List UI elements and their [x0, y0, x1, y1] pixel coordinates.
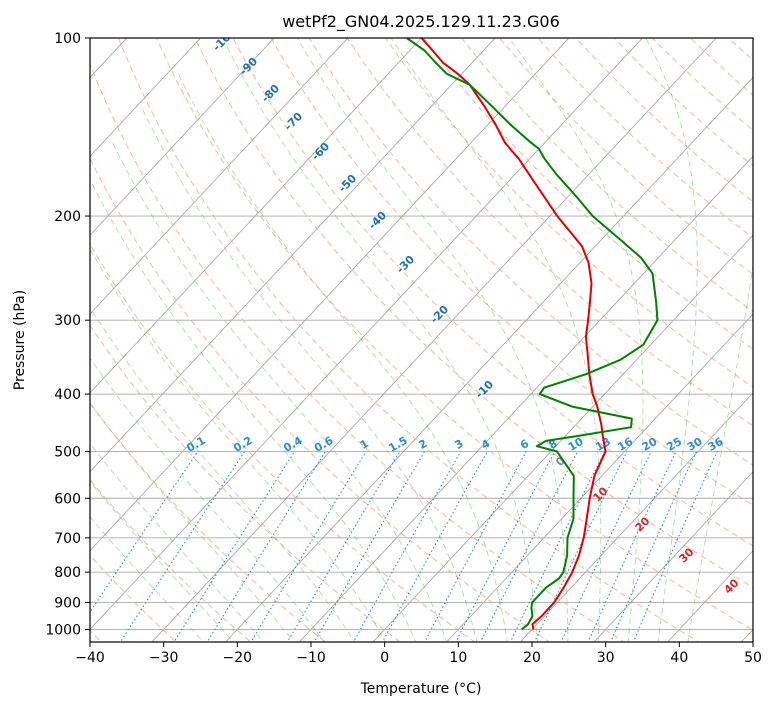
moist-adiabat: [390, 38, 602, 642]
dewpoint-profile-line: [406, 38, 659, 631]
mixing-ratio-line: [119, 451, 246, 642]
moist-adiabat: [687, 262, 753, 642]
mixing-ratio-line: [250, 451, 367, 642]
dry-adiabat: [90, 62, 626, 642]
isotherm-line: [90, 38, 570, 552]
y-tick-label: 900: [54, 595, 81, 611]
y-axis-label: Pressure (hPa): [12, 290, 28, 390]
x-tick-label: −20: [223, 650, 253, 666]
axis-ticks: −40 −30 −20 −10 0 10 20 30 40 50 1000 900 800 700 600 5…: [45, 31, 762, 666]
isotherm-line: [90, 38, 644, 631]
moist-adiabat: [90, 480, 235, 642]
plot-frame: [89, 37, 754, 643]
isotherm-line: [90, 38, 349, 315]
moist-adiabat: [508, 38, 644, 642]
dry-adiabat: [156, 38, 753, 631]
dry-adiabat: [90, 324, 401, 642]
mixing-ratio-line: [610, 451, 697, 642]
isotherm-line: [90, 38, 496, 473]
isotherm-line: [90, 38, 202, 157]
y-tick-label: 400: [54, 387, 81, 403]
x-tick-label: 20: [523, 650, 541, 666]
x-axis-label: Temperature (°C): [360, 681, 482, 697]
isotherm-line: [90, 38, 423, 394]
y-tick-label: 100: [54, 31, 81, 47]
dry-adiabat: [90, 478, 252, 642]
mixing-ratio-line: [206, 451, 326, 642]
x-tick-label: −40: [75, 650, 105, 666]
chart-title: wetPf2_GN04.2025.129.11.23.G06: [282, 12, 560, 32]
y-tick-label: 500: [54, 444, 81, 460]
moist-adiabat: [90, 306, 356, 642]
dry-adiabat: [90, 554, 177, 642]
x-tick-label: 10: [449, 650, 467, 666]
temperature-profile-line: [420, 38, 607, 630]
dry-adiabat: [90, 243, 476, 642]
isotherm-line: [298, 155, 753, 642]
moist-adiabat: [90, 248, 386, 642]
mixing-ratio-line: [533, 451, 628, 642]
x-tick-label: 40: [670, 650, 688, 666]
dry-adiabat: [499, 38, 753, 275]
y-tick-label: 300: [54, 313, 81, 329]
y-tick-label: 600: [54, 491, 81, 507]
mixing-ratio-line: [286, 451, 401, 642]
isotherm-line: [90, 38, 275, 236]
isotherm-line: [372, 234, 753, 642]
moist-adiabat: [645, 38, 698, 642]
x-tick-label: −30: [149, 650, 179, 666]
mixing-ratio-line: [381, 451, 488, 642]
moist-adiabat: [140, 105, 478, 642]
y-tick-label: 1000: [45, 622, 81, 638]
moist-adiabat: [178, 73, 508, 642]
mixing-ratio-line: [313, 451, 426, 642]
isotherm-line: [519, 392, 753, 642]
x-tick-label: 0: [380, 650, 389, 666]
moist-adiabat: [90, 178, 417, 642]
x-tick-label: 30: [597, 650, 615, 666]
dry-adiabat: [232, 38, 753, 547]
isotherm-line: [446, 313, 753, 642]
mixing-ratio-line: [173, 451, 296, 642]
mixing-ratio-line: [352, 451, 462, 642]
dry-adiabat: [194, 38, 753, 589]
dry-adiabat: [117, 38, 700, 642]
mixing-ratio-line: [632, 451, 718, 642]
mixing-ratio-line: [509, 451, 606, 642]
x-tick-label: 50: [744, 650, 762, 666]
moist-adiabat: [296, 38, 569, 642]
y-tick-label: 700: [54, 531, 81, 547]
isotherm-line: [225, 76, 753, 642]
moist-adiabat: [90, 516, 205, 642]
dry-adiabat: [90, 157, 551, 642]
moist-adiabat: [222, 38, 539, 642]
moist-adiabat: [90, 357, 325, 642]
mixing-ratio-line: [424, 451, 527, 642]
dry-adiabat: [384, 38, 753, 388]
isotherm-line: [151, 38, 717, 642]
y-tick-label: 200: [54, 209, 81, 225]
moist-adiabat: [111, 142, 447, 642]
x-tick-label: −10: [296, 650, 326, 666]
isotherm-line: [593, 471, 753, 642]
y-tick-label: 800: [54, 565, 81, 581]
